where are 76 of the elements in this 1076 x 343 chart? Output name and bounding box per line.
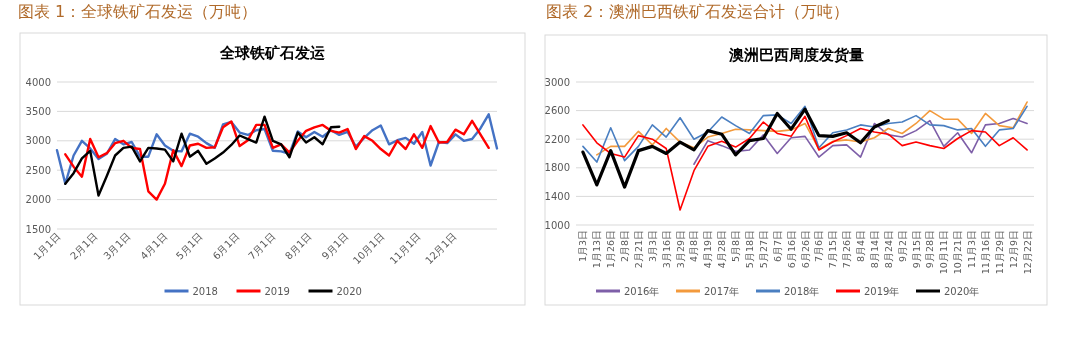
x-tick-label: 3月16日 [660,230,672,269]
x-tick-label: 1月13日 [591,230,603,269]
line-series [64,115,341,197]
legend-label: 2018年 [784,286,820,297]
line-series [582,115,1028,211]
x-tick-label: 4月8日 [688,230,700,263]
line-series [581,107,890,189]
legend-label: 2018 [192,286,218,297]
chart-title: 澳洲巴西周度发货量 [727,46,864,64]
x-tick-label: 9月2日 [896,230,908,263]
x-tick-label: 5月27日 [757,230,769,269]
x-tick-label: 3月3日 [646,230,658,263]
x-tick-label: 8月4日 [855,230,867,263]
x-tick-label: 11月1日 [387,230,423,267]
line-series [582,105,1028,163]
line-series [693,117,1028,166]
x-tick-label: 8月24日 [882,230,894,269]
x-tick-label: 5月1日 [173,230,205,262]
x-tick-label: 2月8日 [619,230,631,263]
x-tick-label: 7月6日 [813,230,825,263]
legend-label: 2019 [264,286,290,297]
x-tick-label: 2月1日 [68,230,100,262]
y-tick-label: 3500 [25,105,51,117]
y-tick-label: 1000 [544,219,570,231]
x-tick-label: 11月29日 [993,230,1005,275]
y-tick-label: 2600 [544,105,570,117]
x-tick-label: 1月3日 [577,230,589,263]
x-tick-label: 5月8日 [730,230,742,263]
x-tick-label: 9月28日 [924,230,936,269]
y-tick-label: 3000 [544,76,570,88]
x-tick-label: 10月1日 [350,230,387,267]
x-tick-label: 10月21日 [952,230,964,275]
x-tick-label: 12月9日 [1007,230,1019,269]
x-tick-label: 11月3日 [966,230,978,269]
y-tick-label: 1500 [25,223,51,235]
y-tick-label: 4000 [25,76,51,88]
x-tick-label: 4月28日 [716,230,728,269]
line-series [64,119,490,201]
x-tick-label: 6月16日 [785,230,797,269]
text: 图表 1：全球铁矿石发运（万吨） [18,2,258,21]
chart-title: 全球铁矿石发运 [219,44,326,62]
x-tick-label: 7月1日 [246,230,278,262]
legend-label: 2020年 [944,286,980,297]
x-tick-label: 7月26日 [841,230,853,269]
text: 图表 2：澳洲巴西铁矿石发运合计（万吨） [546,2,850,21]
x-tick-label: 6月1日 [210,230,242,262]
x-tick-label: 7月15日 [827,230,839,269]
x-tick-label: 1月26日 [605,230,617,269]
x-tick-label: 4月19日 [702,230,714,269]
y-tick-label: 3000 [25,135,51,147]
x-tick-label: 8月14日 [868,230,880,269]
legend-label: 2020 [336,286,362,297]
x-tick-label: 9月1日 [319,230,351,262]
x-tick-label: 10月11日 [938,230,950,275]
line-series [55,113,499,185]
x-tick-label: 5月18日 [743,230,755,269]
x-tick-label: 2月21日 [632,230,644,269]
y-tick-label: 2500 [25,164,51,176]
y-tick-label: 1800 [544,162,570,174]
x-tick-label: 3月1日 [101,230,133,262]
x-tick-label: 6月26日 [799,230,811,269]
legend-label: 2016年 [624,286,660,297]
x-tick-label: 3月29日 [674,230,686,269]
x-tick-label: 11月16日 [979,230,991,275]
x-tick-label: 6月7日 [771,230,783,263]
x-tick-label: 12月22日 [1021,230,1033,275]
y-tick-label: 2000 [25,194,51,206]
x-tick-label: 12月1日 [423,230,459,267]
x-tick-label: 4月1日 [138,230,170,262]
line-series [596,101,1028,156]
legend-label: 2019年 [864,286,900,297]
y-tick-label: 2200 [544,133,570,145]
x-tick-label: 9月15日 [910,230,922,269]
y-tick-label: 1400 [544,190,570,202]
legend-label: 2017年 [704,286,740,297]
x-tick-label: 8月1日 [282,230,314,262]
